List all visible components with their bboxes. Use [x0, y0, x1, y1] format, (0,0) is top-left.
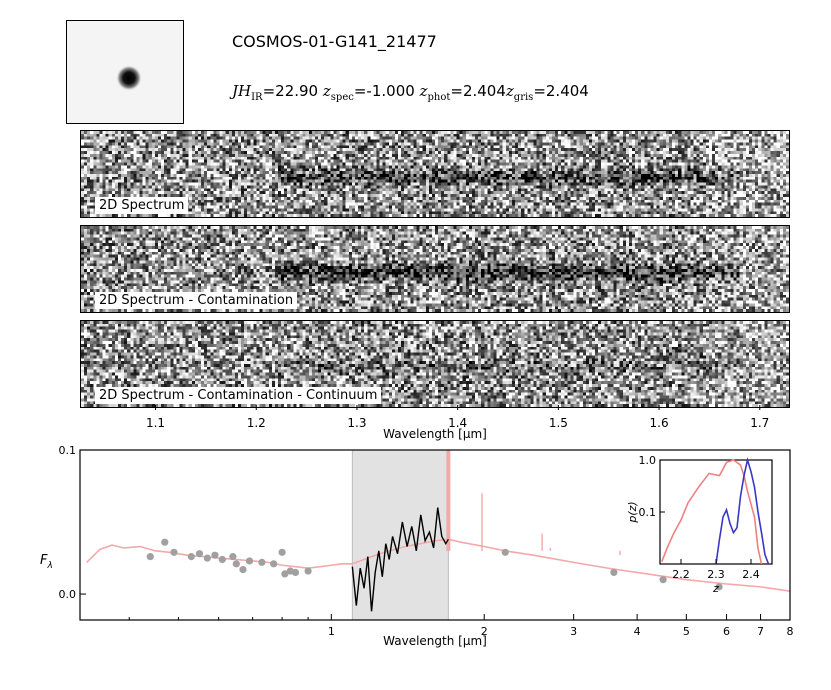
- z-gris: zgris=2.404: [505, 82, 589, 103]
- panel-2d-spectrum: 2D Spectrum: [80, 130, 790, 218]
- object-title: COSMOS-01-G141_21477: [232, 32, 437, 51]
- photometry-point: [281, 570, 289, 578]
- photometry-point: [195, 550, 204, 558]
- plot-frame: [79, 449, 791, 621]
- panel-label: 2D Spectrum - Contamination - Continuum: [95, 387, 382, 404]
- photometry-point: [715, 583, 723, 591]
- inset-x-tick-label: 2.4: [742, 568, 760, 581]
- object-thumbnail: [66, 20, 184, 124]
- photometry-point: [170, 548, 178, 556]
- x-tick-label: 5: [683, 625, 690, 638]
- inset-x-axis-label: z: [712, 582, 719, 595]
- sed-x-axis-label: Wavelength [μm]: [383, 634, 487, 648]
- model-sed-line: [86, 538, 791, 592]
- photometry-point: [146, 553, 154, 561]
- x-tick-label: 7: [757, 625, 764, 638]
- jh-mag: JHIR=22.90: [232, 82, 319, 103]
- y-tick-label: 0.1: [59, 444, 77, 457]
- z-spec: zspec=-1.000: [322, 82, 415, 103]
- x-tick-label: 1.1: [146, 416, 165, 430]
- photometry-point: [161, 538, 169, 546]
- photometry-point: [211, 551, 219, 559]
- x-tick-label: 4: [634, 625, 641, 638]
- photometry-point: [304, 567, 312, 575]
- x-tick-label: 6: [723, 625, 730, 638]
- x-tick-label: 1.6: [650, 416, 669, 430]
- photometry-point: [232, 560, 240, 568]
- pz-series-line: [661, 459, 763, 565]
- y-axis-label: Fλ: [40, 553, 53, 571]
- photometry-point: [245, 557, 254, 565]
- pz-series-line: [715, 456, 770, 565]
- wavelength-axis-label: Wavelength [μm]: [383, 427, 487, 441]
- photometry-point: [187, 553, 195, 561]
- photometry-point: [610, 568, 618, 577]
- photometry-point: [229, 553, 237, 561]
- thumbnail-source-blob: [116, 65, 142, 91]
- photometry-point: [218, 555, 226, 564]
- wavelength-axis-2d: 1.1 1.2 1.3 1.4 1.5 1.6 1.7 Wavelength [μm]: [146, 405, 769, 441]
- z-phot: zphot=2.404: [419, 82, 506, 103]
- x-tick-label: 1.5: [549, 416, 568, 430]
- panel-label: 2D Spectrum: [95, 197, 189, 214]
- x-tick-label: 1.2: [247, 416, 266, 430]
- grism-spectrum-line: [351, 507, 449, 612]
- photometry-point: [270, 560, 278, 568]
- x-tick-label: 2: [481, 625, 488, 638]
- noise-image: [81, 131, 789, 217]
- photometry-point: [291, 568, 300, 577]
- inset-y-axis-label: p(z): [626, 501, 639, 523]
- inset-y-tick-label: 1.0: [639, 454, 657, 467]
- photometry-point: [659, 576, 667, 584]
- photometry-stats: JHIR=22.90 zspec=-1.000 zphot=2.404zgris…: [232, 82, 589, 103]
- sed-chart: 0.0 0.1 1 2 3 4 5 6 7 8 2.2 2.3 2.4 0.1 1.0 z p(z) Fλ Wa…: [40, 444, 794, 648]
- x-tick-label: 1: [328, 625, 335, 638]
- panel-2d-minus-continuum: 2D Spectrum - Contamination - Continuum: [80, 320, 790, 408]
- x-tick-label: 3: [570, 625, 577, 638]
- photometry-point: [258, 558, 266, 566]
- x-tick-label: 8: [787, 625, 794, 638]
- photometry-point: [278, 548, 286, 556]
- photometry-point: [239, 565, 247, 574]
- photometry-point: [203, 554, 211, 562]
- x-tick-label: 1.7: [750, 416, 769, 430]
- x-tick-label: 1.4: [448, 416, 467, 430]
- y-tick-label: 0.0: [59, 588, 77, 601]
- inset-x-tick-label: 2.2: [672, 568, 690, 581]
- x-tick-label: 1.3: [347, 416, 366, 430]
- panel-label: 2D Spectrum - Contamination: [95, 292, 298, 309]
- panel-2d-minus-contamination: 2D Spectrum - Contamination: [80, 225, 790, 313]
- inset-x-tick-label: 2.3: [707, 568, 725, 581]
- photometry-point: [501, 548, 509, 556]
- inset-y-tick-label: 0.1: [639, 506, 657, 519]
